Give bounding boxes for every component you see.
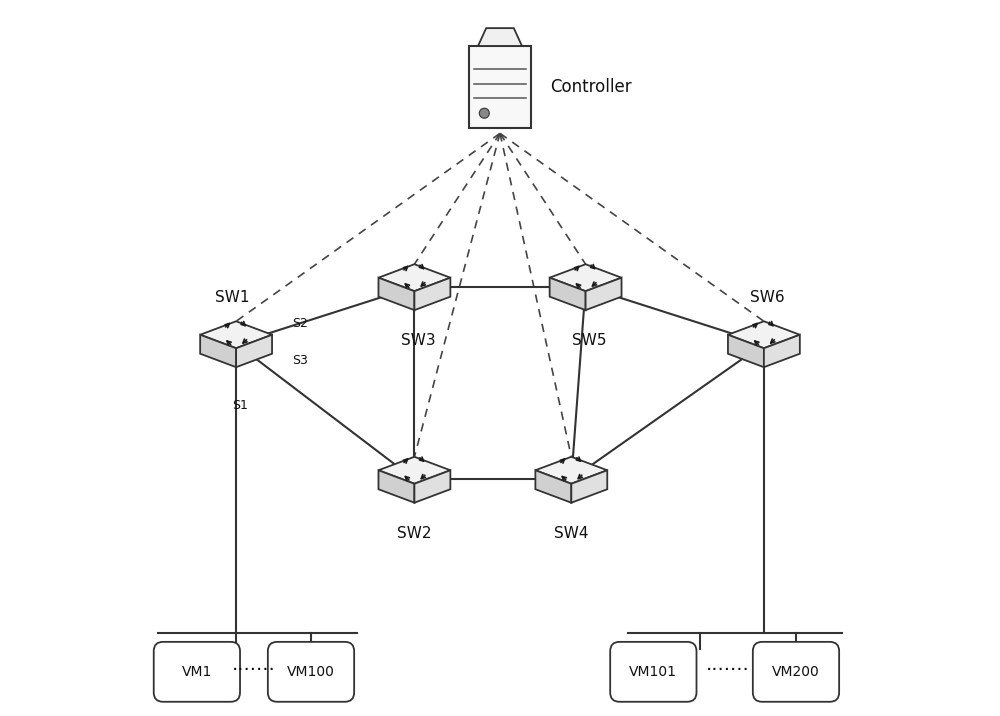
Text: SW3: SW3 <box>401 333 435 348</box>
Text: ·······: ······· <box>706 661 750 680</box>
Text: SW4: SW4 <box>554 526 589 541</box>
Text: ·······: ······· <box>232 661 276 680</box>
Polygon shape <box>550 264 622 291</box>
Polygon shape <box>571 470 607 503</box>
Polygon shape <box>414 278 450 310</box>
Text: SW1: SW1 <box>215 290 250 305</box>
FancyBboxPatch shape <box>469 46 531 128</box>
Text: VM101: VM101 <box>629 665 677 679</box>
Polygon shape <box>378 457 450 484</box>
Text: S3: S3 <box>292 354 308 367</box>
Text: SW6: SW6 <box>750 290 785 305</box>
Polygon shape <box>378 470 414 503</box>
Polygon shape <box>550 278 586 310</box>
Polygon shape <box>200 335 236 367</box>
Circle shape <box>479 108 489 118</box>
Polygon shape <box>586 278 622 310</box>
Polygon shape <box>200 321 272 348</box>
Polygon shape <box>535 457 607 484</box>
Polygon shape <box>236 335 272 367</box>
Text: S2: S2 <box>292 317 308 330</box>
Text: Controller: Controller <box>550 78 632 96</box>
FancyBboxPatch shape <box>268 642 354 702</box>
Text: S1: S1 <box>232 399 248 412</box>
Text: VM100: VM100 <box>287 665 335 679</box>
Text: SW2: SW2 <box>397 526 432 541</box>
Polygon shape <box>728 335 764 367</box>
Polygon shape <box>728 321 800 348</box>
FancyBboxPatch shape <box>610 642 696 702</box>
Polygon shape <box>378 278 414 310</box>
Polygon shape <box>478 28 522 46</box>
Text: VM1: VM1 <box>182 665 212 679</box>
FancyBboxPatch shape <box>753 642 839 702</box>
FancyBboxPatch shape <box>154 642 240 702</box>
Polygon shape <box>535 470 571 503</box>
Text: SW5: SW5 <box>572 333 606 348</box>
Text: VM200: VM200 <box>772 665 820 679</box>
Polygon shape <box>378 264 450 291</box>
Polygon shape <box>414 470 450 503</box>
Polygon shape <box>764 335 800 367</box>
